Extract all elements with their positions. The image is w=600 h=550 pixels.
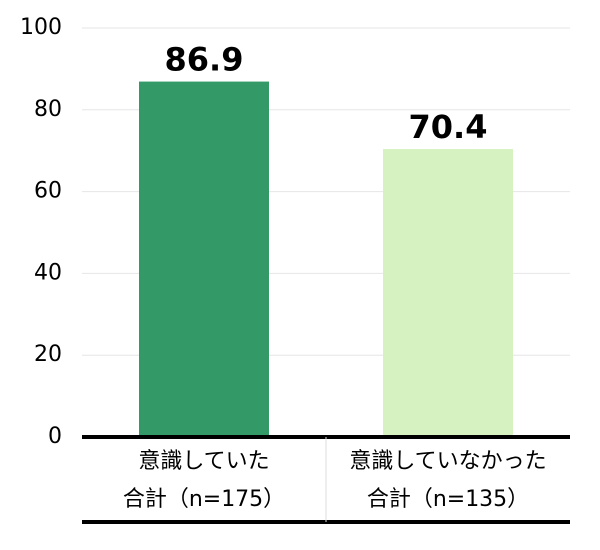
bar (139, 81, 269, 437)
x-tick-label: 合計（n=135） (367, 487, 529, 512)
x-tick-label: 意識していなかった (349, 449, 546, 474)
x-tick-label: 合計（n=175） (123, 487, 285, 512)
bar (383, 149, 513, 437)
y-tick-label: 20 (34, 342, 62, 367)
y-tick-label: 60 (34, 179, 62, 204)
y-tick-label: 40 (34, 260, 62, 285)
y-tick-label: 0 (48, 424, 62, 449)
y-tick-label: 80 (34, 97, 62, 122)
x-tick-label: 意識していた (138, 449, 269, 474)
data-label: 86.9 (165, 41, 244, 79)
y-tick-label: 100 (20, 15, 62, 40)
data-label: 70.4 (409, 108, 488, 146)
